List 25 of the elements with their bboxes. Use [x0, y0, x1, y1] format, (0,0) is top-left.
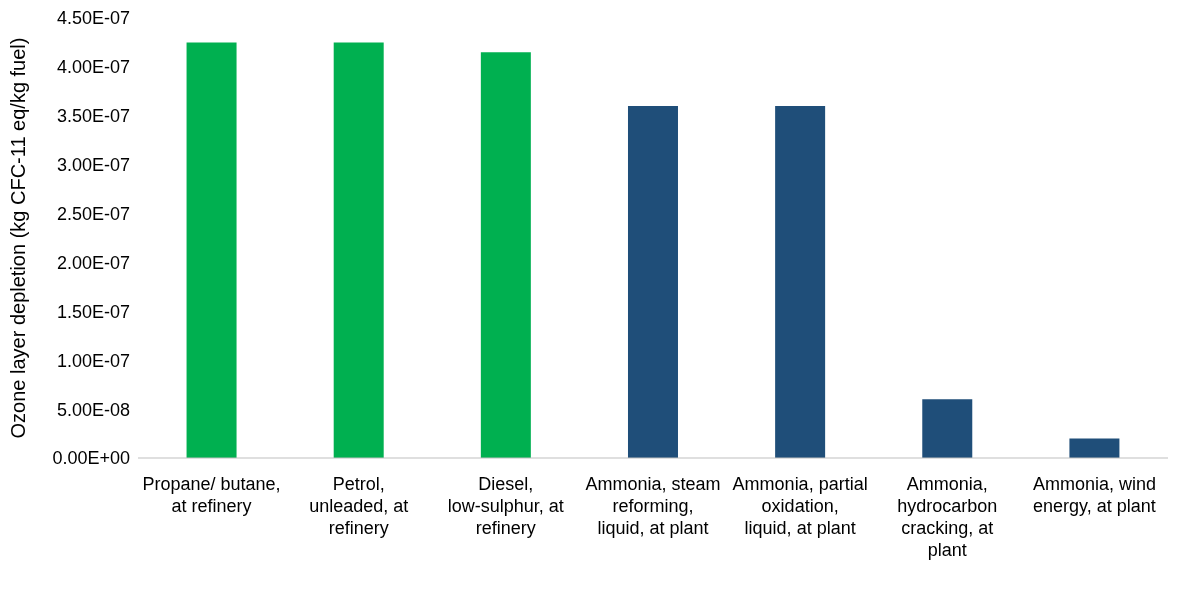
y-axis-title: Ozone layer depletion (kg CFC-11 eq/kg fuel) [7, 37, 30, 439]
y-tick-label: 1.50E-07 [56, 301, 130, 322]
x-tick-label: Diesel, low-sulphur, at refinery [447, 474, 564, 538]
x-tick-label: Ammonia, hydrocarbon cracking, at plant [897, 474, 998, 560]
y-tick-label: 2.50E-07 [56, 203, 130, 224]
y-tick-label: 4.00E-07 [56, 57, 130, 78]
bar [775, 106, 826, 458]
x-tick-label: Ammonia, steam reforming, liquid, at plant [585, 474, 721, 538]
bar [480, 52, 531, 458]
bar [333, 42, 384, 458]
bar [922, 399, 973, 458]
y-tick-label: 3.00E-07 [56, 155, 130, 176]
y-tick-label: 0.00E+00 [52, 448, 130, 469]
bar [627, 106, 678, 458]
y-tick-label: 3.50E-07 [56, 106, 130, 127]
x-tick-label: Ammonia, wind energy, at plant [1032, 474, 1156, 516]
y-tick-label: 2.00E-07 [56, 252, 130, 273]
bar [186, 42, 237, 458]
y-tick-label: 1.00E-07 [56, 350, 130, 371]
bar [1069, 438, 1120, 458]
y-tick-label: 4.50E-07 [56, 8, 130, 29]
x-tick-label: Ammonia, partial oxidation, liquid, at plant [732, 474, 868, 538]
x-tick-label: Propane/ butane, at refinery [142, 474, 281, 516]
y-tick-label: 5.00E-08 [56, 399, 130, 420]
x-tick-label: Petrol, unleaded, at refinery [309, 474, 409, 538]
